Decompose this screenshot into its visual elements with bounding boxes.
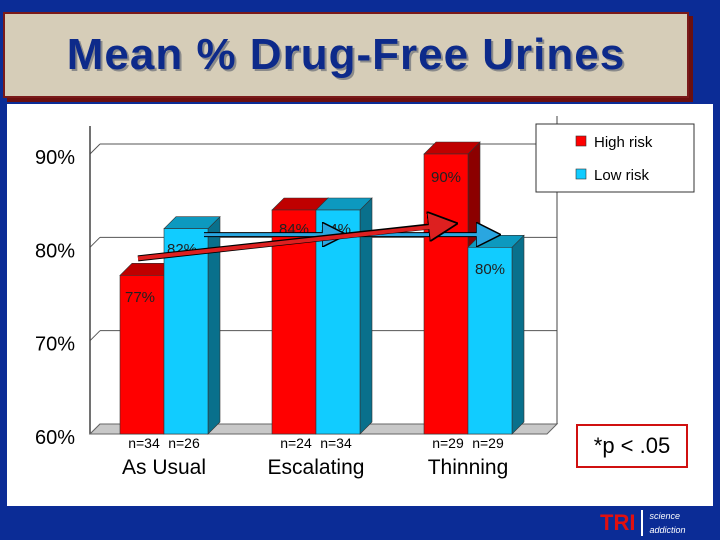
legend-label-low: Low risk bbox=[594, 167, 650, 184]
high-trend-arrow bbox=[137, 223, 450, 261]
n-label-low-2: n=29 bbox=[472, 435, 504, 451]
n-label-high-0: n=34 bbox=[128, 435, 160, 451]
logo-line-1: science bbox=[649, 511, 680, 521]
y-tick-label-0: 60% bbox=[35, 427, 75, 449]
bar-high-0 bbox=[119, 275, 165, 435]
title-box: Mean % Drug-Free Urines bbox=[3, 12, 689, 98]
category-label-1: Escalating bbox=[268, 456, 365, 479]
data-label-high-2: 90% bbox=[431, 169, 461, 186]
y-tick-label-1: 70% bbox=[35, 334, 75, 356]
page-title: Mean % Drug-Free Urines bbox=[66, 30, 626, 79]
bar-high-1 bbox=[271, 209, 317, 435]
bar-low-0 bbox=[163, 228, 209, 435]
frame-right bbox=[713, 104, 720, 514]
frame-left bbox=[0, 104, 7, 514]
n-label-low-1: n=34 bbox=[320, 435, 352, 451]
category-label-0: As Usual bbox=[122, 456, 206, 479]
category-label-2: Thinning bbox=[428, 456, 509, 479]
data-label-low-2: 80% bbox=[475, 261, 505, 278]
y-tick-label-3: 90% bbox=[35, 147, 75, 169]
legend-swatch-high bbox=[575, 135, 587, 147]
data-label-high-0: 77% bbox=[125, 289, 155, 306]
bar-side-low-2 bbox=[511, 234, 525, 435]
legend-swatch-low bbox=[575, 168, 587, 180]
bar-high-2 bbox=[423, 153, 469, 435]
bar-low-2 bbox=[467, 247, 513, 435]
tri-logo: TRI science addiction bbox=[600, 506, 685, 540]
logo-mark: TRI bbox=[600, 510, 636, 535]
bar-low-1 bbox=[315, 209, 361, 435]
p-value-note: *p < .05 bbox=[576, 424, 688, 468]
n-label-high-2: n=29 bbox=[432, 435, 464, 451]
n-label-low-0: n=26 bbox=[168, 435, 200, 451]
grid-depth-1 bbox=[89, 330, 101, 342]
legend-label-high: High risk bbox=[594, 134, 653, 151]
logo-separator bbox=[641, 510, 644, 536]
n-label-high-1: n=24 bbox=[280, 435, 312, 451]
logo-line-2: addiction bbox=[649, 525, 686, 535]
y-tick-label-2: 80% bbox=[35, 240, 75, 262]
legend-box bbox=[535, 123, 695, 193]
grid-depth-3 bbox=[89, 143, 101, 155]
grid-depth-2 bbox=[89, 236, 101, 248]
logo-words: science addiction bbox=[649, 509, 685, 537]
footer-band bbox=[0, 506, 720, 540]
